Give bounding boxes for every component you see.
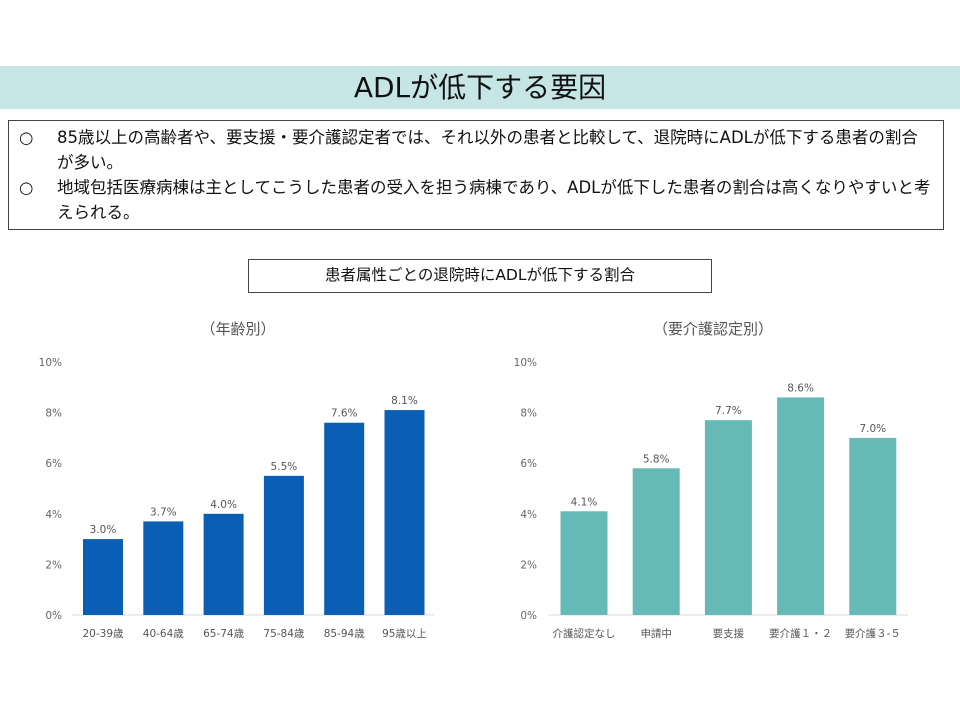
- summary-item: ○ 85歳以上の高齢者や、要支援・要介護認定者では、それ以外の患者と比較して、退院…: [19, 125, 933, 175]
- circle-bullet-icon: ○: [19, 128, 34, 147]
- y-tick-label: 2%: [45, 559, 62, 571]
- bar: [263, 475, 304, 615]
- data-label: 7.7%: [715, 405, 742, 417]
- x-tick-label: 85-94歳: [324, 628, 366, 640]
- data-label: 7.0%: [859, 423, 886, 435]
- x-tick-label: 95歳以上: [382, 628, 427, 640]
- circle-bullet-icon: ○: [19, 178, 34, 197]
- y-tick-label: 6%: [520, 458, 537, 470]
- summary-box: ○ 85歳以上の高齢者や、要支援・要介護認定者では、それ以外の患者と比較して、退院…: [8, 120, 944, 230]
- data-label: 4.0%: [210, 499, 237, 511]
- bar: [143, 521, 184, 615]
- bar: [384, 410, 425, 615]
- summary-text: 85歳以上の高齢者や、要支援・要介護認定者では、それ以外の患者と比較して、退院時…: [57, 128, 918, 172]
- bar: [83, 539, 123, 615]
- x-tick-label: 75-84歳: [263, 628, 305, 640]
- x-tick-label: 要介護１・２: [769, 627, 832, 640]
- y-tick-label: 8%: [520, 408, 537, 420]
- y-tick-label: 0%: [520, 610, 537, 622]
- bar: [777, 397, 825, 615]
- y-tick-label: 10%: [39, 357, 62, 369]
- y-tick-label: 0%: [45, 610, 62, 622]
- y-tick-label: 2%: [520, 559, 537, 571]
- bar: [203, 513, 244, 615]
- y-tick-label: 10%: [514, 357, 537, 369]
- data-label: 5.8%: [643, 453, 670, 465]
- y-tick-label: 6%: [45, 458, 62, 470]
- y-tick-label: 4%: [45, 509, 62, 521]
- y-tick-label: 4%: [520, 509, 537, 521]
- summary-item: ○ 地域包括医療病棟は主としてこうした患者の受入を担う病棟であり、ADLが低下した…: [19, 175, 933, 225]
- x-tick-label: 40-64歳: [143, 628, 185, 640]
- page-title: ADLが低下する要因: [0, 66, 960, 109]
- bar: [704, 420, 752, 615]
- x-tick-label: 介護認定なし: [553, 627, 616, 640]
- x-tick-label: 要介護３-５: [845, 627, 901, 640]
- data-label: 3.7%: [150, 506, 177, 518]
- x-tick-label: 20-39歳: [82, 628, 124, 640]
- data-label: 3.0%: [90, 524, 117, 536]
- data-label: 8.1%: [391, 395, 418, 407]
- bar: [849, 437, 897, 615]
- data-label: 5.5%: [271, 461, 298, 473]
- y-tick-label: 8%: [45, 408, 62, 420]
- x-tick-label: 要支援: [713, 627, 745, 640]
- data-label: 8.6%: [787, 382, 814, 394]
- x-tick-label: 65-74歳: [203, 628, 245, 640]
- bar: [632, 468, 680, 615]
- data-label: 4.1%: [571, 496, 598, 508]
- chart-title-age: （年齢別）: [200, 320, 276, 338]
- summary-text: 地域包括医療病棟は主としてこうした患者の受入を担う病棟であり、ADLが低下した患…: [57, 178, 931, 222]
- bar: [560, 511, 608, 615]
- data-label: 7.6%: [331, 408, 358, 420]
- bar: [324, 422, 365, 615]
- chart-title-care: （要介護認定別）: [652, 320, 773, 338]
- chart-heading: 患者属性ごとの退院時にADLが低下する割合: [248, 259, 712, 293]
- x-tick-label: 申請中: [640, 627, 672, 640]
